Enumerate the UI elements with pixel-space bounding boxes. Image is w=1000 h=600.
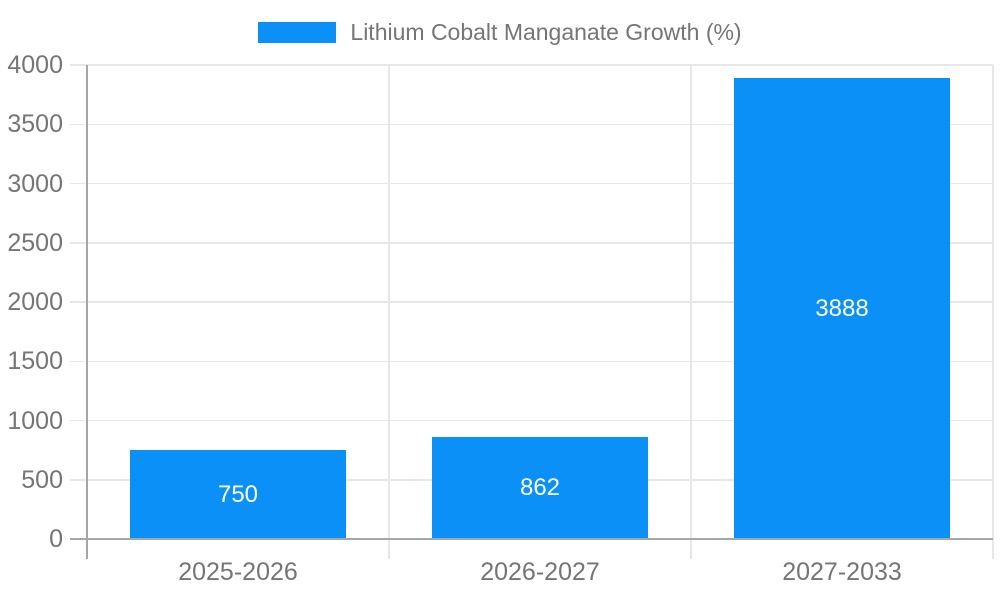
y-tick-label: 2000	[7, 288, 63, 316]
y-tick-label: 3500	[7, 110, 63, 139]
x-tick-label: 2026-2027	[480, 558, 600, 586]
x-tick-label: 2025-2026	[178, 558, 298, 586]
y-axis-line	[86, 65, 88, 559]
gridline	[70, 64, 993, 66]
legend-item[interactable]: Lithium Cobalt Manganate Growth (%)	[258, 19, 742, 46]
bar-2025-2026[interactable]: 750	[130, 450, 346, 539]
bar-value-label: 862	[519, 473, 561, 501]
legend-label: Lithium Cobalt Manganate Growth (%)	[350, 19, 742, 45]
x-tick-label: 2027-2033	[782, 558, 902, 586]
gridline	[70, 301, 993, 303]
bar-2026-2027[interactable]: 862	[432, 436, 648, 539]
gridline	[70, 182, 993, 185]
y-tick-label: 1000	[7, 406, 63, 435]
gridline	[70, 360, 993, 362]
y-tick-label: 2500	[7, 228, 63, 257]
legend: Lithium Cobalt Manganate Growth (%)	[0, 19, 1000, 46]
plot-right-border	[992, 65, 994, 559]
plot-area: 0 500 1000 1500 2000 2500 3000 3500 4000 750 2025-…	[7, 51, 994, 586]
y-tick-label: 1500	[7, 347, 63, 376]
bar-2027-2033[interactable]: 3888	[734, 78, 950, 539]
y-tick-label: 0	[49, 525, 63, 553]
category-separator-line	[388, 65, 390, 559]
gridline	[70, 242, 993, 244]
y-tick-label: 500	[21, 465, 63, 494]
gridline	[70, 123, 993, 125]
x-axis-baseline	[70, 538, 993, 540]
legend-swatch-icon	[258, 22, 337, 43]
category-separator-line	[690, 65, 692, 559]
gridline	[70, 419, 993, 422]
y-tick-label: 4000	[7, 51, 63, 79]
bar-value-label: 3888	[815, 294, 869, 322]
y-tick-label: 3000	[7, 169, 63, 198]
bar-value-label: 750	[217, 480, 259, 508]
